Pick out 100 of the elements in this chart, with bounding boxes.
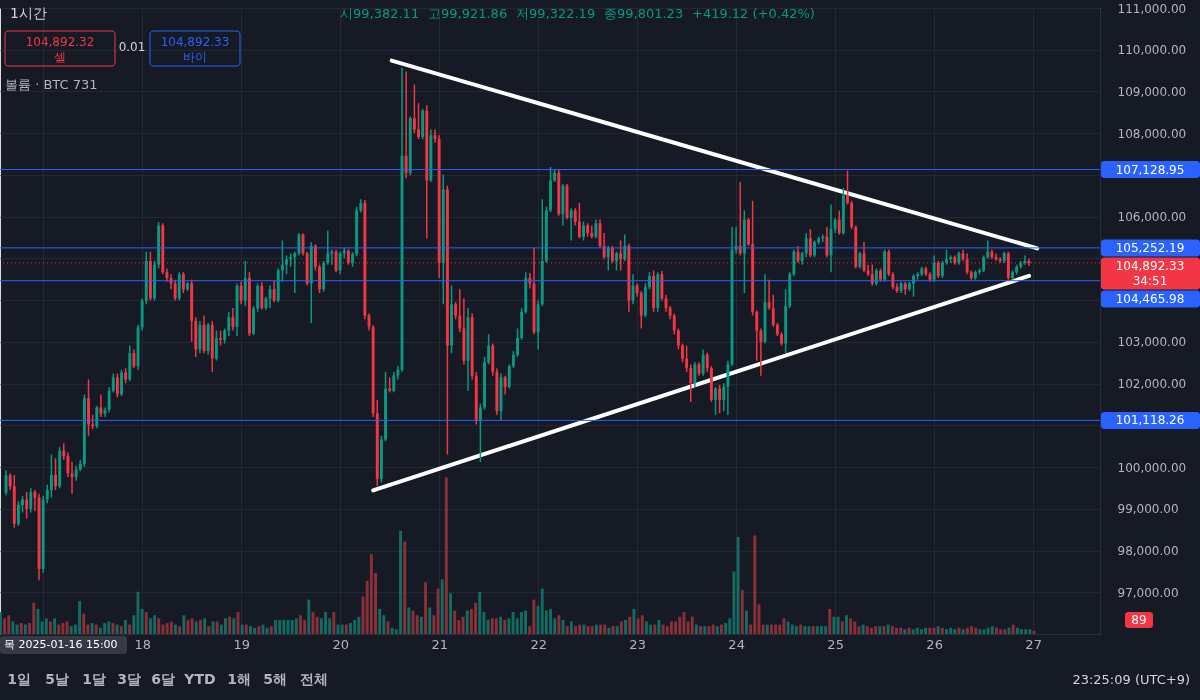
bar xyxy=(990,626,994,634)
bar xyxy=(619,621,623,634)
bar xyxy=(861,624,865,634)
bar xyxy=(53,618,57,634)
bar xyxy=(369,554,373,634)
y-tick-label: 103,000.00 xyxy=(1117,335,1187,350)
y-tick-label: 99,000.00 xyxy=(1117,502,1179,517)
bar xyxy=(44,618,48,634)
y-tick-label: 100,000.00 xyxy=(1117,460,1187,475)
candlestick xyxy=(726,359,730,416)
candlestick xyxy=(569,207,573,242)
bar xyxy=(157,618,161,634)
bar xyxy=(795,626,798,634)
candlestick xyxy=(107,386,111,414)
bar xyxy=(940,627,944,634)
bar xyxy=(828,608,832,634)
bar xyxy=(90,623,94,634)
bar xyxy=(324,612,327,634)
annotation: 볼륨 · BTC 731 xyxy=(5,77,98,92)
bar xyxy=(57,624,61,634)
bar xyxy=(465,610,469,634)
bar xyxy=(94,624,98,634)
candlestick xyxy=(351,251,354,268)
candlestick xyxy=(676,327,680,351)
candlestick xyxy=(483,356,486,411)
bar xyxy=(299,615,302,634)
bar xyxy=(640,615,644,634)
bar xyxy=(974,627,978,634)
bar xyxy=(603,624,607,634)
bar xyxy=(424,582,427,634)
bar xyxy=(953,629,957,634)
bar xyxy=(349,623,352,634)
bar xyxy=(294,618,298,634)
bar xyxy=(611,626,615,634)
bar xyxy=(61,623,65,634)
bar xyxy=(649,624,653,634)
bar xyxy=(682,612,686,634)
bar xyxy=(32,602,36,634)
bar xyxy=(678,616,682,634)
candlestick xyxy=(227,311,231,337)
bar xyxy=(582,624,586,634)
x-tick-label: 25 xyxy=(827,636,844,652)
candlestick xyxy=(338,250,342,276)
bar xyxy=(811,626,815,634)
bar xyxy=(961,629,965,634)
y-tick-label: 109,000.00 xyxy=(1117,84,1187,99)
bar xyxy=(653,624,657,634)
bar xyxy=(769,624,773,634)
bar xyxy=(240,624,244,634)
annotation: 104,892.32 xyxy=(25,35,95,49)
candlestick xyxy=(701,348,705,377)
candlestick xyxy=(672,312,676,336)
ref-line-label: 105,252.19 xyxy=(1115,240,1185,255)
ref-line-label: 104,892.33 xyxy=(1115,258,1185,273)
bar xyxy=(836,616,840,634)
bar xyxy=(103,623,107,634)
bar xyxy=(3,618,7,634)
bar xyxy=(865,626,869,634)
bar xyxy=(494,618,498,634)
candlestick xyxy=(685,344,689,373)
bar xyxy=(815,626,819,634)
bar xyxy=(561,619,565,634)
bar xyxy=(1028,629,1032,634)
bar xyxy=(707,626,711,634)
bar xyxy=(986,627,990,634)
candlestick xyxy=(879,267,882,283)
y-tick-label: 108,000.00 xyxy=(1117,126,1187,141)
candlestick xyxy=(1011,269,1014,281)
candlestick xyxy=(478,402,482,463)
bar xyxy=(78,601,82,634)
bar xyxy=(244,624,248,634)
candlestick xyxy=(260,281,264,311)
chart-title: 1시간 xyxy=(10,5,47,21)
text: 목 2025-01-16 15:00 xyxy=(4,638,118,651)
bar xyxy=(344,624,348,634)
x-tick-label: 27 xyxy=(1025,636,1042,652)
bar xyxy=(203,618,207,634)
text: 34:51 xyxy=(1132,273,1168,288)
candlestick xyxy=(639,290,643,330)
bar xyxy=(578,624,582,634)
bar xyxy=(674,621,678,634)
bar xyxy=(7,615,11,634)
y-tick-label: 111,000.00 xyxy=(1117,1,1187,16)
bar xyxy=(870,627,873,634)
bar xyxy=(890,626,894,634)
bar xyxy=(970,626,973,634)
bar xyxy=(153,615,157,634)
text: 5해 xyxy=(263,671,287,687)
bar xyxy=(715,626,719,634)
text: 3달 xyxy=(117,671,141,687)
bar xyxy=(182,615,186,634)
bar xyxy=(574,626,578,634)
bar xyxy=(978,629,982,634)
ref-line-label: 107,128.95 xyxy=(1115,162,1185,177)
bar xyxy=(165,623,169,634)
y-tick-label: 110,000.00 xyxy=(1117,43,1187,58)
bar xyxy=(353,619,357,634)
bar xyxy=(474,602,477,634)
bar xyxy=(799,624,803,634)
annotation: 저99,322.19 xyxy=(516,6,596,21)
